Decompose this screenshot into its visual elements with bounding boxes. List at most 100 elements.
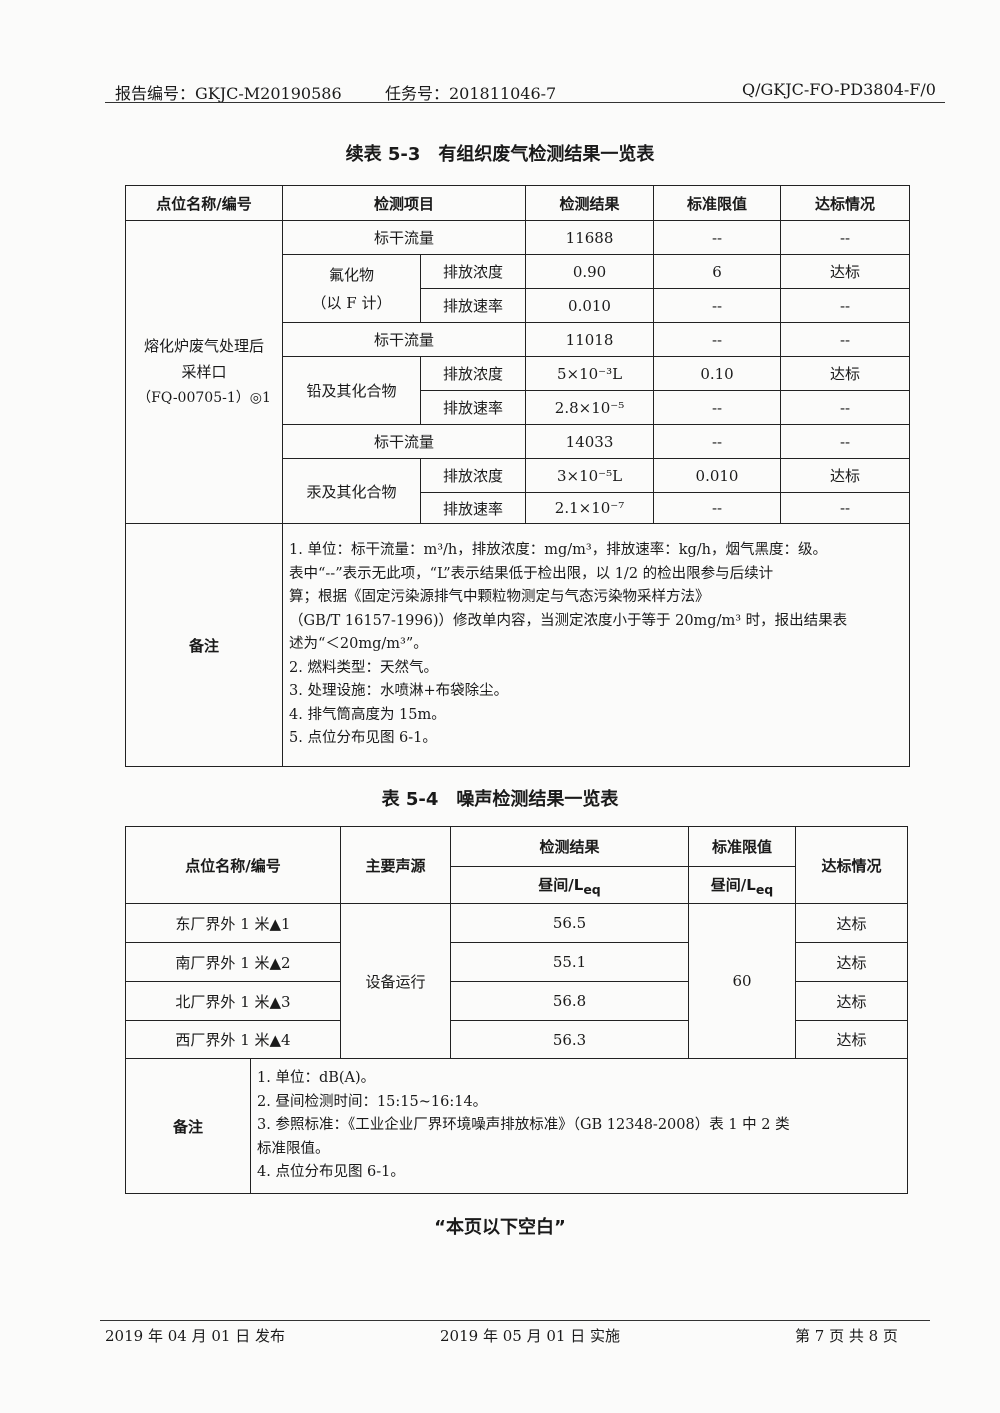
column-header: 检测结果: [525, 185, 655, 221]
pollutant-group: 氟化物 （以 F 计）: [282, 254, 421, 323]
item: 排放浓度: [419, 458, 527, 493]
column-header: 检测项目: [281, 185, 527, 221]
table-row: 北厂界外 1 米▲3 56.8 达标: [124, 981, 909, 1021]
table-header-row: 点位名称/编号 主要声源 检测结果 标准限值 达标情况: [124, 826, 909, 904]
limit: 6: [653, 254, 782, 289]
limit: --: [653, 322, 782, 357]
notes: 1. 单位：标干流量：m³/h，排放浓度：mg/m³，排放速率：kg/h，烟气黑…: [281, 523, 911, 767]
notes-row: 备注 1. 单位：标干流量：m³/h，排放浓度：mg/m³，排放速率：kg/h，…: [125, 523, 911, 767]
footer-divider: [100, 1320, 930, 1321]
item: 排放速率: [419, 390, 527, 425]
status: 达标: [795, 981, 909, 1021]
pollutant-basis: （以 F 计）: [311, 293, 392, 312]
result: 56.3: [450, 1020, 690, 1059]
location-line: 熔化炉废气处理后: [143, 337, 264, 355]
status: 达标: [795, 1020, 909, 1059]
table-row: 排放速率 2.1×10⁻⁷ -- --: [126, 492, 911, 524]
status: 达标: [780, 254, 911, 289]
table-row: 氟化物 （以 F 计） 排放浓度 0.90 6 达标: [126, 254, 911, 323]
column-header: 达标情况: [795, 826, 909, 904]
task-number: 任务号：201811046-7: [385, 84, 557, 103]
note-line: 2. 昼间检测时间：15:15~16:14。: [257, 1093, 488, 1110]
note-line: 4. 点位分布见图 6-1。: [257, 1164, 405, 1181]
note-line: 2. 燃料类型：天然气。: [289, 659, 438, 676]
result: 2.1×10⁻⁷: [525, 492, 655, 524]
item: 标干流量: [281, 424, 527, 459]
table-row: 西厂界外 1 米▲4 56.3 达标: [124, 1020, 909, 1059]
column-header: 达标情况: [780, 185, 911, 221]
subheader: 昼间/Leq: [688, 866, 797, 904]
limit: --: [653, 424, 782, 459]
pollutant-group: 汞及其化合物: [282, 458, 421, 524]
table-row: 排放速率 2.8×10⁻⁵ -- --: [126, 390, 911, 425]
table-row: 熔化炉废气处理后 采样口 （FQ-00705-1）◎1 标干流量 11688 -…: [125, 220, 911, 524]
location: 北厂界外 1 米▲3: [124, 981, 342, 1021]
status: 达标: [780, 458, 911, 493]
result: 0.90: [525, 254, 655, 289]
result: 11688: [525, 220, 655, 255]
result: 55.1: [450, 942, 690, 982]
note-line: 3. 处理设施：水喷淋+布袋除尘。: [289, 683, 509, 700]
limit: --: [653, 390, 782, 425]
notes-row: 备注 1. 单位：dB(A)。 2. 昼间检测时间：15:15~16:14。 3…: [125, 1058, 909, 1194]
limit: --: [653, 492, 782, 524]
pollutant-group: 铅及其化合物: [282, 356, 421, 425]
item: 标干流量: [281, 220, 527, 255]
note-line: 4. 排气筒高度为 15m。: [289, 706, 446, 723]
result: 11018: [525, 322, 655, 357]
column-header: 点位名称/编号: [124, 826, 342, 904]
table-subheader-row: 昼间/Leq 昼间/Leq: [126, 866, 908, 904]
table-row: 标干流量 11018 -- --: [126, 322, 911, 357]
note-line: 述为“＜20mg/m³”。: [289, 636, 428, 653]
result: 0.010: [525, 288, 655, 323]
status: --: [780, 220, 911, 255]
status: --: [780, 492, 911, 524]
result: 5×10⁻³L: [525, 356, 655, 391]
location: 南厂界外 1 米▲2: [124, 942, 342, 982]
item: 排放浓度: [419, 254, 527, 289]
item: 标干流量: [281, 322, 527, 357]
noise-table: 点位名称/编号 主要声源 检测结果 标准限值 达标情况 昼间/Leq 昼间/Le…: [124, 826, 909, 1194]
note-line: 标准限值。: [257, 1140, 330, 1157]
status: --: [780, 424, 911, 459]
subheader-label: 昼间/L: [538, 875, 584, 894]
table-header-row: 点位名称/编号 检测项目 检测结果 标准限值 达标情况: [125, 185, 911, 221]
exhaust-gas-table: 点位名称/编号 检测项目 检测结果 标准限值 达标情况 熔化炉废气处理后 采样口…: [125, 185, 911, 767]
effective-date: 2019 年 05 月 01 日 实施: [440, 1327, 620, 1345]
result: 3×10⁻⁵L: [525, 458, 655, 493]
result: 56.5: [450, 903, 690, 943]
status: 达标: [795, 903, 909, 943]
location-line: （FQ-00705-1）◎1: [137, 390, 271, 406]
location: 东厂界外 1 米▲1: [124, 903, 342, 943]
item: 排放速率: [419, 492, 527, 524]
result: 2.8×10⁻⁵: [525, 390, 655, 425]
result: 14033: [525, 424, 655, 459]
subheader-subscript: eq: [583, 881, 601, 897]
limit: --: [653, 288, 782, 323]
item: 排放浓度: [419, 356, 527, 391]
header-divider: [105, 102, 945, 103]
limit: --: [653, 220, 782, 255]
table-row: 东厂界外 1 米▲1 设备运行 56.5 60 达标: [124, 903, 909, 1059]
sampling-location: 熔化炉废气处理后 采样口 （FQ-00705-1）◎1: [125, 220, 283, 524]
document-code: Q/GKJC-FO-PD3804-F/0: [742, 80, 936, 99]
page-number: 第 7 页 共 8 页: [795, 1327, 898, 1345]
notes-label: 备注: [125, 523, 283, 767]
note-line: 1. 单位：dB(A)。: [257, 1070, 376, 1087]
issue-date: 2019 年 04 月 01 日 发布: [105, 1327, 285, 1345]
notes-label: 备注: [125, 1058, 251, 1194]
note-line: 3. 参照标准：《工业企业厂界环境噪声排放标准》（GB 12348-2008）表…: [257, 1117, 790, 1134]
note-line: 表中“--”表示无此项，“L”表示结果低于检出限，以 1/2 的检出限参与后续计: [289, 565, 774, 582]
column-header: 点位名称/编号: [125, 185, 283, 221]
table-row: 汞及其化合物 排放浓度 3×10⁻⁵L 0.010 达标: [126, 458, 911, 524]
pollutant-name: 氟化物: [328, 265, 374, 284]
status: 达标: [780, 356, 911, 391]
note-line: 5. 点位分布见图 6-1。: [289, 730, 437, 747]
result: 56.8: [450, 981, 690, 1021]
blank-page-note: “本页以下空白”: [434, 1217, 566, 1238]
subheader: 昼间/Leq: [450, 866, 690, 904]
location-line: 采样口: [181, 363, 227, 381]
notes: 1. 单位：dB(A)。 2. 昼间检测时间：15:15~16:14。 3. 参…: [249, 1058, 909, 1194]
table-row: 排放速率 0.010 -- --: [126, 288, 911, 323]
